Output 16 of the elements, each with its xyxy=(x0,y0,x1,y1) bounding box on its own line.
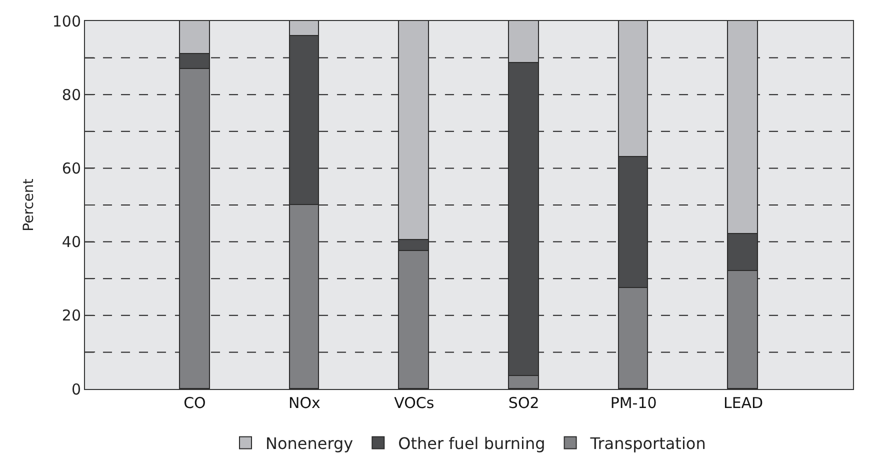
legend-label: Other fuel burning xyxy=(398,434,546,453)
y-tick-label: 20 xyxy=(62,306,81,325)
x-tick-label: SO2 xyxy=(508,394,540,412)
x-tick-label: PM-10 xyxy=(610,394,657,412)
x-tick-label: LEAD xyxy=(723,394,764,412)
y-tick-label: 40 xyxy=(62,233,81,252)
y-axis-title: Percent xyxy=(20,178,37,232)
y-tick-label: 60 xyxy=(62,159,81,178)
y-tick-label: 0 xyxy=(71,380,81,398)
x-tick-label: VOCs xyxy=(394,394,434,412)
y-tick-label: 80 xyxy=(62,86,81,104)
legend-label: Transportation xyxy=(589,434,706,453)
y-tick-label: 100 xyxy=(52,12,81,30)
x-tick-label: CO xyxy=(184,394,206,412)
x-tick-label: NOx xyxy=(288,394,321,412)
legend-label: Nonenergy xyxy=(266,434,354,453)
